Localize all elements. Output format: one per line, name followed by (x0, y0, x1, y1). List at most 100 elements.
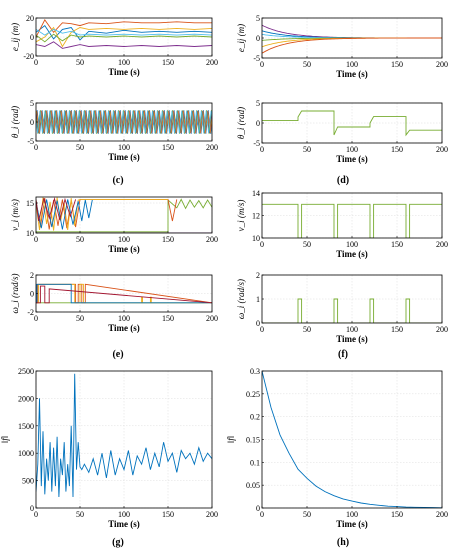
series-line-green (36, 110, 212, 134)
plot-area-e-bottom (36, 283, 212, 304)
caption-e: (e) (112, 349, 123, 360)
x-tick-label: 200 (436, 325, 448, 334)
plot-area-c-top (36, 19, 212, 49)
series-line-blue (36, 24, 212, 41)
caption-f: (f) (338, 349, 348, 360)
y-tick-label: 1000 (18, 449, 34, 458)
x-tick-label: 200 (436, 145, 448, 154)
plot-area-c-bottom (36, 110, 212, 134)
y-tick-label: 0 (30, 118, 34, 127)
x-tick-label: 200 (206, 143, 218, 152)
y-tick-label: 5 (256, 99, 260, 108)
x-tick-label: 0 (260, 510, 264, 519)
chart-e-top: 0 50 100 150 200 10 15 Time (s) v_i (m/s) (10, 196, 218, 254)
x-tick-label: 50 (76, 58, 84, 67)
x-tick-label: 150 (162, 510, 174, 519)
x-tick-label: 50 (76, 235, 84, 244)
plot-area-d-top (262, 24, 442, 54)
x-tick-label: 100 (346, 60, 358, 69)
y-tick-label: 2 (256, 271, 260, 280)
x-tick-label: 200 (206, 235, 218, 244)
x-tick-label: 0 (260, 240, 264, 249)
plot-area-f-bottom (262, 298, 442, 323)
x-tick-label: 150 (391, 510, 403, 519)
y-tick-label: 15 (26, 199, 34, 208)
y-tick-label: 2000 (18, 394, 34, 403)
series-line-green (262, 203, 442, 238)
y-tick-label: -2 (27, 308, 34, 317)
x-tick-label: 200 (436, 60, 448, 69)
x-tick-label: 150 (391, 60, 403, 69)
y-tick-label: 0.15 (246, 436, 260, 445)
y-tick-label: 12 (252, 212, 260, 221)
x-axis-label: Time (s) (108, 519, 140, 529)
x-tick-label: 100 (346, 145, 358, 154)
series-line-blue (262, 371, 442, 508)
x-tick-label: 0 (34, 235, 38, 244)
x-tick-label: 0 (260, 145, 264, 154)
x-tick-label: 100 (118, 143, 130, 152)
x-tick-label: 50 (76, 510, 84, 519)
x-tick-label: 200 (206, 58, 218, 67)
plot-area-h (262, 371, 442, 508)
y-axis-label: ‖f‖ (0, 436, 10, 444)
x-axis-label: Time (s) (336, 519, 368, 529)
y-tick-label: -5 (27, 137, 34, 146)
y-tick-label: 0 (256, 119, 260, 128)
x-tick-label: 150 (391, 145, 403, 154)
caption-h: (h) (337, 537, 349, 548)
x-tick-label: 200 (436, 510, 448, 519)
plot-area-d-bottom (262, 110, 442, 137)
y-axis-label: θ_i (rad) (10, 106, 20, 138)
series-line-yellow (36, 26, 212, 48)
caption-g: (g) (112, 537, 124, 548)
x-tick-label: 100 (118, 58, 130, 67)
x-axis-label: Time (s) (108, 244, 140, 254)
y-tick-label: 0.1 (250, 458, 260, 467)
series-line-blue (36, 199, 93, 230)
y-axis-label: θ_i (rad) (236, 107, 246, 139)
series-line-green (262, 110, 442, 137)
y-axis-label: e_ij (m) (236, 24, 246, 52)
x-axis-label: Time (s) (108, 152, 140, 162)
x-axis-label: Time (s) (108, 323, 140, 333)
series-line-cyan (36, 28, 212, 36)
x-tick-label: 200 (206, 510, 218, 519)
y-tick-label: 1 (256, 295, 260, 304)
x-tick-label: 50 (303, 325, 311, 334)
y-tick-label: 2 (30, 271, 34, 280)
x-axis-label: Time (s) (108, 67, 140, 77)
chart-f-bottom: 0 50 100 150 200 0 1 2 Time (s) ω_i (rad/s) (236, 271, 448, 344)
y-tick-label: 0.25 (246, 390, 260, 399)
x-tick-label: 150 (162, 58, 174, 67)
x-tick-label: 50 (303, 240, 311, 249)
x-tick-label: 100 (346, 240, 358, 249)
series-line-orange (262, 37, 442, 54)
x-tick-label: 100 (346, 325, 358, 334)
x-tick-label: 50 (76, 314, 84, 323)
y-tick-label: 0 (256, 504, 260, 513)
x-tick-label: 0 (34, 510, 38, 519)
x-tick-label: 0 (260, 60, 264, 69)
x-axis-label: Time (s) (336, 69, 368, 79)
chart-h: 0 50 100 150 200 0 0.05 0.1 0.15 0.2 0.25 0.3 Time (… (226, 367, 448, 529)
series-line-orange (36, 283, 212, 304)
plot-frame (35, 370, 213, 509)
x-tick-label: 0 (34, 143, 38, 152)
x-axis-label: Time (s) (336, 154, 368, 164)
y-tick-label: 14 (252, 189, 260, 198)
y-tick-label: 0 (256, 34, 260, 43)
x-tick-label: 200 (436, 240, 448, 249)
y-tick-label: 0.3 (250, 367, 260, 376)
y-tick-label: -5 (253, 139, 260, 148)
y-tick-label: 5 (256, 14, 260, 23)
y-axis-label: ω_i (rad/s) (10, 273, 20, 313)
x-tick-label: 100 (118, 235, 130, 244)
x-tick-label: 150 (391, 325, 403, 334)
y-tick-label: 0.05 (246, 481, 260, 490)
y-tick-label: 20 (26, 14, 34, 23)
